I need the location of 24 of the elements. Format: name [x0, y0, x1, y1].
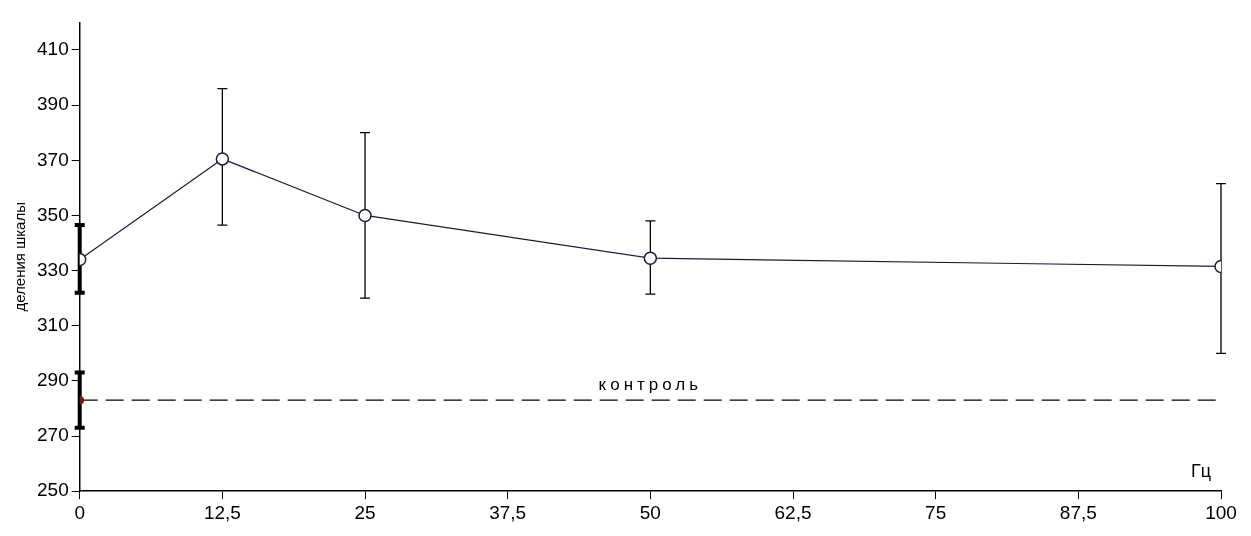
point — [358, 208, 372, 223]
y-tick-label: 330 — [37, 258, 69, 280]
y-tick-label: 270 — [37, 424, 69, 446]
y-tick-label: 310 — [37, 313, 69, 335]
x-tick-label: 25 — [354, 501, 376, 523]
point — [643, 251, 658, 265]
x-tick-label: 87,5 — [1059, 501, 1097, 523]
y-tick-label: 410 — [37, 38, 69, 60]
x-axis-title: Гц — [1190, 461, 1211, 482]
x-tick-label: 37,5 — [489, 501, 527, 523]
x-tick-label: 100 — [1205, 501, 1237, 523]
x-tick-label: 12,5 — [203, 501, 241, 523]
y-tick-label: 350 — [37, 203, 69, 225]
ref-line-label: контроль — [598, 375, 703, 395]
y-tick-label: 250 — [37, 479, 69, 501]
x-tick-label: 0 — [74, 501, 85, 523]
y-tick-label: 370 — [37, 148, 69, 170]
y-axis-title: деления шкалы — [11, 202, 29, 312]
x-tick-label: 75 — [925, 501, 947, 523]
x-tick-label: 50 — [639, 501, 661, 523]
y-tick-label: 290 — [37, 369, 69, 391]
x-tick-label: 62,5 — [774, 501, 812, 523]
point — [215, 152, 230, 166]
y-tick-label: 390 — [37, 93, 69, 115]
